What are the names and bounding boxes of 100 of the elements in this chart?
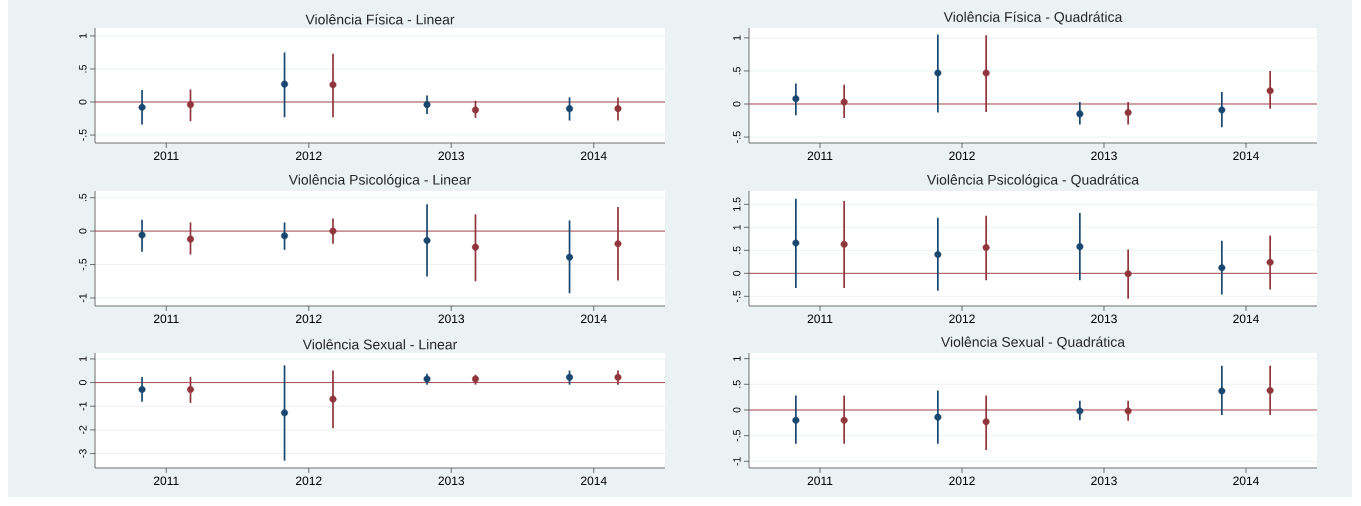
chart-title: Violência Sexual - Linear (302, 339, 458, 350)
point (934, 413, 942, 421)
x-tick-label: 2011 (807, 151, 833, 161)
point (423, 101, 431, 109)
x-tick-label: 2014 (1233, 314, 1259, 324)
y-tick-label: 1 (733, 356, 741, 361)
point (840, 240, 848, 248)
chart-title: Violência Psicológica - Linear (288, 174, 472, 188)
point (471, 243, 479, 251)
point (614, 105, 622, 113)
chart-title: Violência Sexual - Quadrática (940, 336, 1126, 350)
point (138, 385, 146, 393)
point (329, 395, 337, 403)
y-tick-label: .5 (733, 380, 741, 388)
y-tick-label: 0 (79, 99, 87, 105)
y-tick-label: -1 (733, 457, 741, 466)
y-tick-label: 0 (733, 407, 741, 413)
x-tick-label: 2013 (1091, 476, 1117, 486)
y-tick-label: 0 (733, 270, 741, 276)
x-tick-label: 2011 (153, 476, 179, 486)
point (614, 240, 622, 248)
x-tick-label: 2014 (1233, 476, 1259, 486)
point (982, 244, 990, 252)
point (1266, 258, 1274, 266)
y-tick-label: .5 (79, 65, 87, 73)
y-tick-label: 1 (733, 35, 741, 41)
x-tick-label: 2011 (153, 314, 179, 324)
y-tick-label: -.5 (79, 129, 87, 141)
point (423, 236, 431, 244)
chart-title: Violência Psicológica - Quadrática (926, 174, 1140, 188)
y-tick-label: .5 (733, 67, 741, 75)
point (566, 105, 574, 113)
y-tick-label: -.5 (733, 131, 741, 143)
point (1076, 110, 1084, 118)
x-tick-label: 2013 (1091, 151, 1117, 161)
y-tick-label: 0 (79, 380, 87, 386)
x-tick-label: 2014 (581, 151, 607, 161)
x-tick-label: 2014 (1233, 151, 1259, 161)
point (329, 227, 337, 235)
point (934, 250, 942, 258)
y-tick-label: -.5 (733, 290, 741, 302)
point (1124, 109, 1132, 117)
point (792, 239, 800, 247)
x-tick-label: 2011 (807, 314, 833, 324)
point (982, 69, 990, 77)
chart-title: Violência Física - Quadrática (943, 11, 1123, 25)
point (1076, 407, 1084, 415)
point (186, 385, 194, 393)
point (138, 231, 146, 239)
y-tick-label: 0 (79, 228, 87, 234)
y-tick-label: -.5 (79, 258, 87, 271)
point (566, 373, 574, 381)
point (792, 416, 800, 424)
y-tick-label: 1.5 (733, 197, 741, 211)
y-tick-label: -1 (79, 402, 87, 411)
x-tick-label: 2013 (438, 151, 465, 161)
point (934, 69, 942, 77)
x-tick-label: 2012 (296, 314, 322, 324)
x-tick-label: 2012 (949, 476, 975, 486)
point (792, 95, 800, 103)
point (840, 416, 848, 424)
point (1076, 243, 1084, 251)
x-tick-label: 2013 (438, 476, 465, 486)
x-tick-label: 2013 (1091, 314, 1117, 324)
x-tick-label: 2012 (296, 151, 322, 161)
point (281, 80, 289, 88)
point (186, 235, 194, 243)
x-tick-label: 2013 (438, 314, 465, 324)
point (329, 81, 337, 89)
y-tick-label: .5 (733, 246, 741, 254)
point (840, 98, 848, 106)
point (471, 106, 479, 114)
y-tick-label: -1 (79, 293, 87, 303)
y-tick-label: 1 (733, 224, 741, 230)
chart-title: Violência Física - Linear (305, 14, 455, 25)
point (1218, 106, 1226, 114)
y-tick-label: .5 (79, 193, 87, 202)
y-tick-label: 1 (79, 33, 87, 39)
x-tick-label: 2012 (296, 476, 322, 486)
point (1124, 407, 1132, 415)
x-tick-label: 2014 (581, 314, 607, 324)
x-tick-label: 2011 (153, 151, 179, 161)
point (982, 418, 990, 426)
point (186, 101, 194, 109)
x-tick-label: 2012 (949, 314, 975, 324)
x-tick-label: 2012 (949, 151, 975, 161)
y-tick-label: -2 (79, 425, 87, 435)
point (138, 103, 146, 111)
point (1218, 264, 1226, 272)
y-tick-label: 0 (733, 101, 741, 107)
x-tick-label: 2011 (807, 476, 833, 486)
point (1266, 87, 1274, 95)
x-tick-label: 2014 (581, 476, 607, 486)
y-tick-label: 1 (79, 356, 87, 362)
point (1218, 387, 1226, 395)
y-tick-label: -3 (79, 449, 87, 458)
point (566, 253, 574, 261)
point (281, 409, 289, 417)
point (1124, 270, 1132, 278)
point (281, 232, 289, 240)
